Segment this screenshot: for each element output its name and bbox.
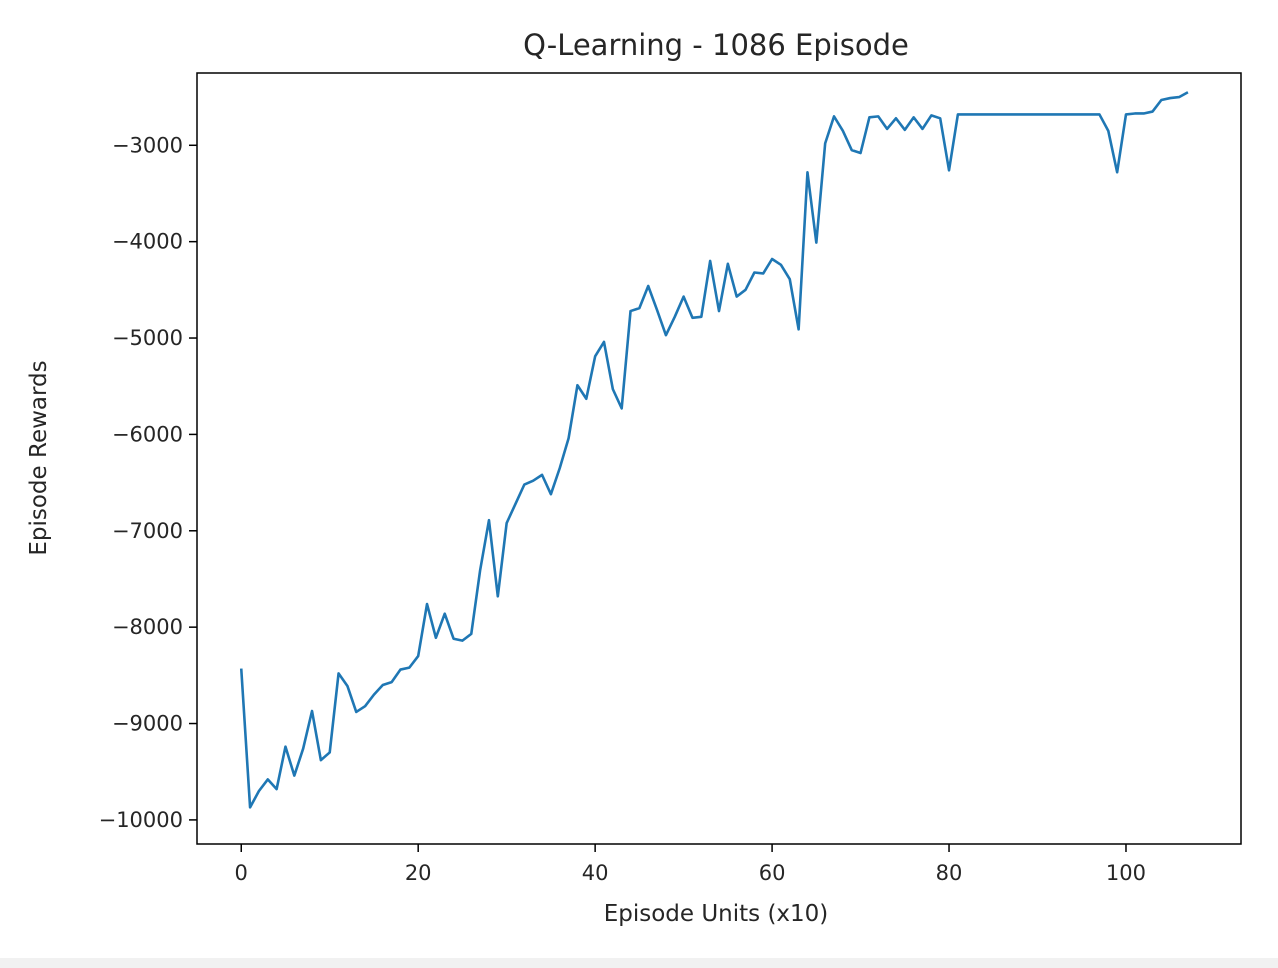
y-tick-label: −6000 bbox=[112, 422, 183, 446]
x-tick-label: 0 bbox=[235, 861, 248, 885]
series-line bbox=[239, 91, 1189, 809]
y-axis-label: Episode Rewards bbox=[26, 360, 52, 555]
x-axis-label: Episode Units (x10) bbox=[604, 901, 829, 927]
y-axis-ticks: −10000 −9000 −8000 −7000 −6000 −5000 −4000 −300… bbox=[99, 133, 197, 832]
x-tick-label: 20 bbox=[405, 861, 432, 885]
y-tick-label: −3000 bbox=[112, 133, 183, 157]
plot-area bbox=[196, 72, 1242, 845]
y-tick-label: −8000 bbox=[112, 615, 183, 639]
x-axis-ticks: 0 20 40 60 80 100 bbox=[235, 844, 1146, 885]
y-tick-label: −7000 bbox=[112, 519, 183, 543]
bottom-strip bbox=[0, 958, 1278, 968]
y-tick-label: −5000 bbox=[112, 326, 183, 350]
chart-title: Q-Learning - 1086 Episode bbox=[523, 28, 909, 62]
y-tick-label: −9000 bbox=[112, 712, 183, 736]
x-tick-label: 60 bbox=[759, 861, 786, 885]
x-tick-label: 100 bbox=[1106, 861, 1146, 885]
y-tick-label: −10000 bbox=[99, 808, 183, 832]
x-tick-label: 80 bbox=[936, 861, 963, 885]
plot-frame bbox=[196, 72, 1242, 845]
x-tick-label: 40 bbox=[582, 861, 609, 885]
y-tick-label: −4000 bbox=[112, 230, 183, 254]
